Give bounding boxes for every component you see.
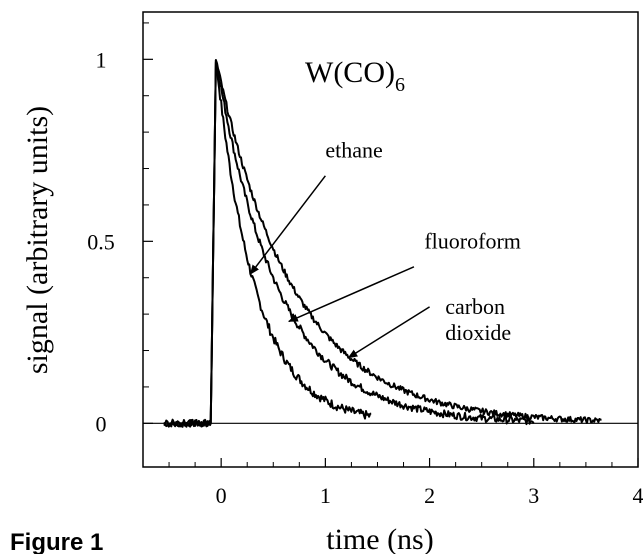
annotation-arrow bbox=[287, 266, 415, 323]
x-axis-label: time (ns) bbox=[326, 523, 433, 554]
annotation-arrow bbox=[347, 306, 430, 359]
y-tick-label: 0 bbox=[96, 411, 107, 436]
axis-tick-labels: 0 1 2 3 4 0 0.5 1 bbox=[87, 47, 643, 508]
annotation-arrow bbox=[249, 175, 326, 275]
series-line bbox=[163, 59, 535, 428]
x-tick-label: 1 bbox=[320, 483, 331, 508]
plot-frame bbox=[142, 11, 639, 468]
x-tick-label: 3 bbox=[528, 483, 539, 508]
y-tick-label: 0.5 bbox=[87, 229, 115, 254]
annotation-label: ethane bbox=[325, 138, 382, 163]
annotation-label: dioxide bbox=[445, 320, 511, 345]
annotation-label: fluoroform bbox=[424, 229, 521, 254]
x-tick-label: 4 bbox=[633, 483, 643, 508]
series-line bbox=[163, 59, 602, 428]
figure-caption: Figure 1 bbox=[10, 529, 103, 554]
x-tick-label: 0 bbox=[216, 483, 227, 508]
x-tick-label: 2 bbox=[424, 483, 435, 508]
y-tick-label: 1 bbox=[96, 47, 107, 72]
series-layer bbox=[163, 59, 602, 428]
y-axis-label: signal (arbitrary units) bbox=[21, 106, 54, 374]
annotation-label: carbon bbox=[445, 294, 505, 319]
series-line bbox=[163, 61, 372, 428]
inset-title: W(CO)6 bbox=[305, 56, 405, 96]
